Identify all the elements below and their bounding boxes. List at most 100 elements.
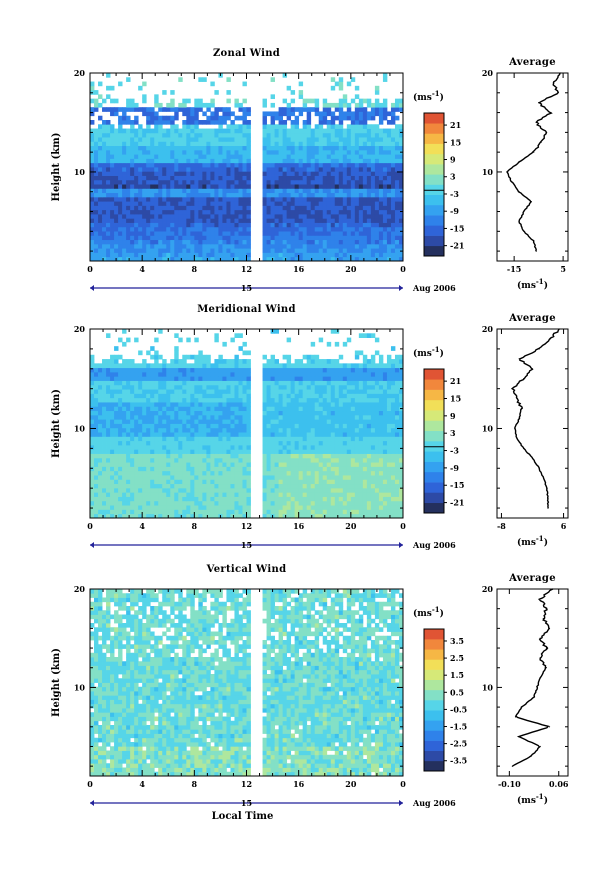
heatmap-cell bbox=[286, 179, 292, 185]
heatmap-cell bbox=[214, 410, 219, 416]
heatmap-cell bbox=[398, 414, 404, 420]
heatmap-cell bbox=[354, 453, 360, 459]
heatmap-cell bbox=[98, 196, 103, 202]
heatmap-cell bbox=[242, 505, 247, 510]
heatmap-cell bbox=[178, 137, 183, 142]
heatmap-cell bbox=[138, 427, 143, 433]
heatmap-cell bbox=[110, 231, 115, 236]
heatmap-cell bbox=[382, 107, 388, 112]
heatmap-cell bbox=[242, 479, 247, 485]
heatmap-cell bbox=[310, 402, 316, 407]
heatmap-cell bbox=[150, 137, 155, 142]
heatmap-cell bbox=[114, 218, 119, 223]
heatmap-cell bbox=[282, 154, 288, 159]
heatmap-cell bbox=[346, 397, 352, 403]
heatmap-cell bbox=[154, 492, 159, 497]
heatmap-cell bbox=[194, 192, 199, 198]
heatmap-cell bbox=[298, 505, 304, 510]
heatmap-cell bbox=[226, 449, 231, 454]
heatmap-cell bbox=[394, 179, 400, 185]
heatmap-cell bbox=[182, 162, 187, 168]
heatmap-cell bbox=[390, 410, 396, 416]
heatmap-cell bbox=[182, 243, 187, 249]
heatmap-cell bbox=[386, 171, 392, 176]
heatmap-cell bbox=[342, 402, 348, 407]
heatmap-cell bbox=[214, 175, 219, 181]
heatmap-cell bbox=[366, 509, 372, 515]
heatmap-cell bbox=[398, 470, 404, 476]
heatmap-cell bbox=[350, 496, 356, 502]
heatmap-cell bbox=[370, 102, 376, 108]
heatmap-cell bbox=[390, 500, 396, 506]
heatmap-cell bbox=[390, 214, 396, 219]
heatmap-cell bbox=[178, 188, 183, 194]
heatmap-cell bbox=[370, 243, 376, 249]
heatmap-cell bbox=[238, 427, 243, 433]
heatmap-cell bbox=[178, 487, 183, 493]
heatmap-cell bbox=[150, 192, 155, 198]
heatmap-cell bbox=[138, 158, 143, 164]
heatmap-cell bbox=[102, 500, 107, 506]
heatmap-cell bbox=[194, 214, 199, 219]
heatmap-cell bbox=[90, 132, 95, 138]
heatmap-cell bbox=[358, 444, 364, 450]
heatmap-cell bbox=[114, 496, 119, 502]
heatmap-cell bbox=[110, 132, 115, 138]
heatmap-cell bbox=[346, 188, 352, 194]
heatmap-cell bbox=[274, 410, 279, 416]
heatmap-cell bbox=[150, 414, 155, 420]
heatmap-cell bbox=[90, 192, 95, 198]
heatmap-cell bbox=[126, 167, 131, 172]
heatmap-cell bbox=[346, 171, 352, 176]
heatmap-cell bbox=[370, 162, 376, 168]
heatmap-cell bbox=[394, 487, 400, 493]
heatmap-cell bbox=[350, 256, 356, 262]
heatmap-cell bbox=[274, 235, 279, 241]
heatmap-cell bbox=[190, 457, 195, 463]
heatmap-cell bbox=[118, 248, 123, 253]
colorbar-tick-label: 15 bbox=[450, 137, 461, 147]
heatmap-cell bbox=[186, 252, 191, 258]
heatmap-cell bbox=[134, 252, 139, 258]
heatmap-cell bbox=[214, 107, 219, 112]
heatmap-cell bbox=[366, 205, 372, 211]
heatmap-cell bbox=[166, 171, 171, 176]
heatmap-cell bbox=[122, 137, 127, 142]
heatmap-cell bbox=[218, 492, 223, 497]
heatmap-cell bbox=[294, 175, 300, 181]
heatmap-cell bbox=[238, 209, 243, 215]
heatmap-cell bbox=[106, 513, 111, 519]
heatmap-cell bbox=[94, 149, 99, 155]
heatmap-cell bbox=[158, 483, 163, 489]
heatmap-cell bbox=[146, 453, 151, 459]
heatmap-cell bbox=[394, 171, 400, 176]
heatmap-cell bbox=[318, 235, 324, 241]
heatmap-cell bbox=[202, 239, 207, 245]
heatmap-cell bbox=[362, 419, 368, 424]
heatmap-cell bbox=[94, 205, 99, 211]
heatmap-cell bbox=[270, 218, 275, 223]
heatmap-cell bbox=[270, 94, 275, 100]
heatmap-cell bbox=[162, 120, 167, 125]
heatmap-cell bbox=[270, 158, 275, 164]
heatmap-cell bbox=[138, 222, 143, 228]
heatmap-cell bbox=[210, 226, 215, 232]
heatmap-cell bbox=[110, 98, 115, 104]
heatmap-cell bbox=[234, 175, 239, 181]
heatmap-cell bbox=[186, 239, 191, 245]
heatmap-cell bbox=[318, 457, 324, 463]
heatmap-cell bbox=[238, 444, 243, 450]
heatmap-cell bbox=[302, 149, 308, 155]
heatmap-cell bbox=[394, 145, 400, 151]
heatmap-cell bbox=[298, 218, 304, 223]
heatmap-cell bbox=[378, 171, 384, 176]
heatmap-cell bbox=[118, 226, 123, 232]
heatmap-cell bbox=[282, 470, 288, 476]
heatmap-cell bbox=[238, 175, 243, 181]
heatmap-cell bbox=[282, 449, 288, 454]
heatmap-cell bbox=[158, 115, 163, 121]
heatmap-cell bbox=[306, 167, 312, 172]
heatmap-cell bbox=[322, 175, 328, 181]
heatmap-cell bbox=[122, 444, 127, 450]
heatmap-cell bbox=[90, 179, 95, 185]
